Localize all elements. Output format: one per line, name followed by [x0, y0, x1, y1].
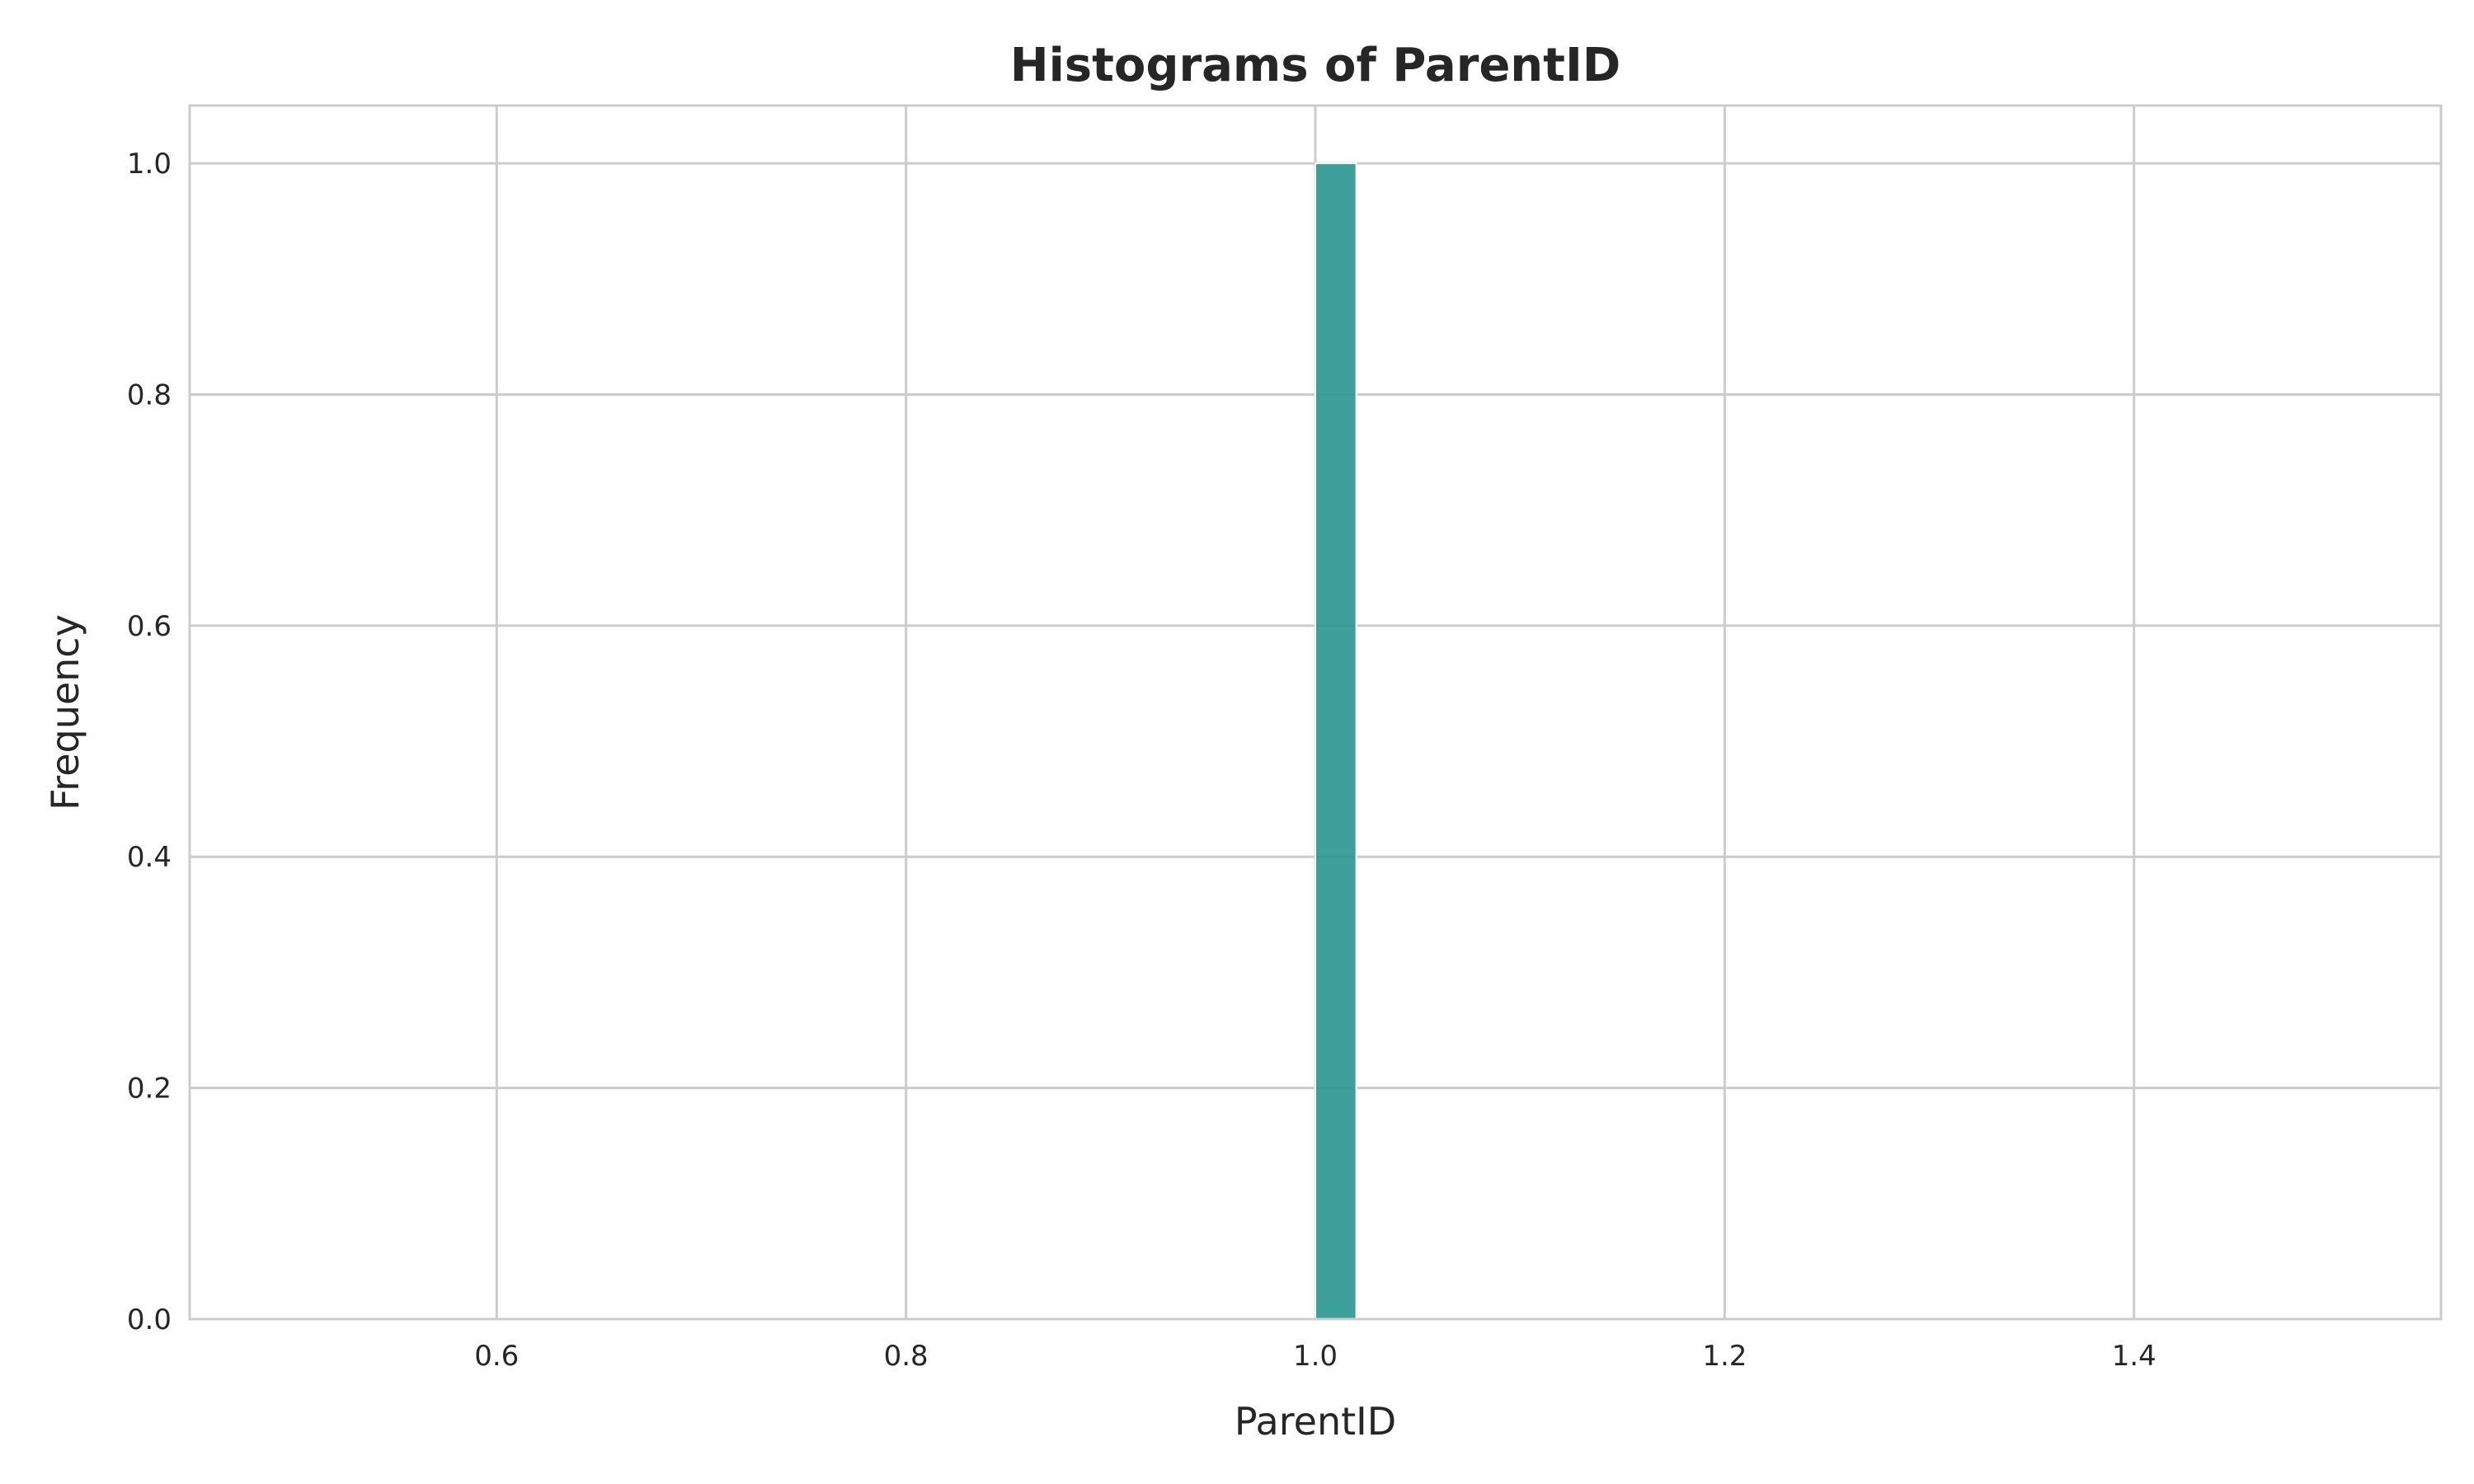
- y-tick-label: 0.6: [127, 610, 172, 643]
- x-tick-label: 1.0: [1293, 1340, 1338, 1373]
- y-axis-label: Frequency: [43, 614, 87, 810]
- plot-frame: [188, 104, 2443, 1321]
- x-axis-label: ParentID: [1235, 1399, 1396, 1444]
- x-tick-label: 0.8: [884, 1340, 929, 1373]
- y-tick-label: 0.2: [127, 1073, 172, 1106]
- x-tick-label: 1.2: [1702, 1340, 1747, 1373]
- y-tick-label: 0.0: [127, 1303, 172, 1336]
- y-tick-label: 0.4: [127, 841, 172, 874]
- y-tick-label: 0.8: [127, 378, 172, 411]
- histogram-bar: [1315, 162, 1357, 1321]
- y-tick-label: 1.0: [127, 148, 172, 181]
- chart-title: Histograms of ParentID: [1010, 39, 1621, 92]
- x-tick-label: 1.4: [2112, 1340, 2157, 1373]
- x-tick-label: 0.6: [474, 1340, 519, 1373]
- tick-label-layer: 0.6 0.8 1.0 1.2 1.4 0.0 0.2 0.4 0.6 0.8 1.0: [127, 148, 2157, 1373]
- bar-layer: [1315, 162, 1357, 1321]
